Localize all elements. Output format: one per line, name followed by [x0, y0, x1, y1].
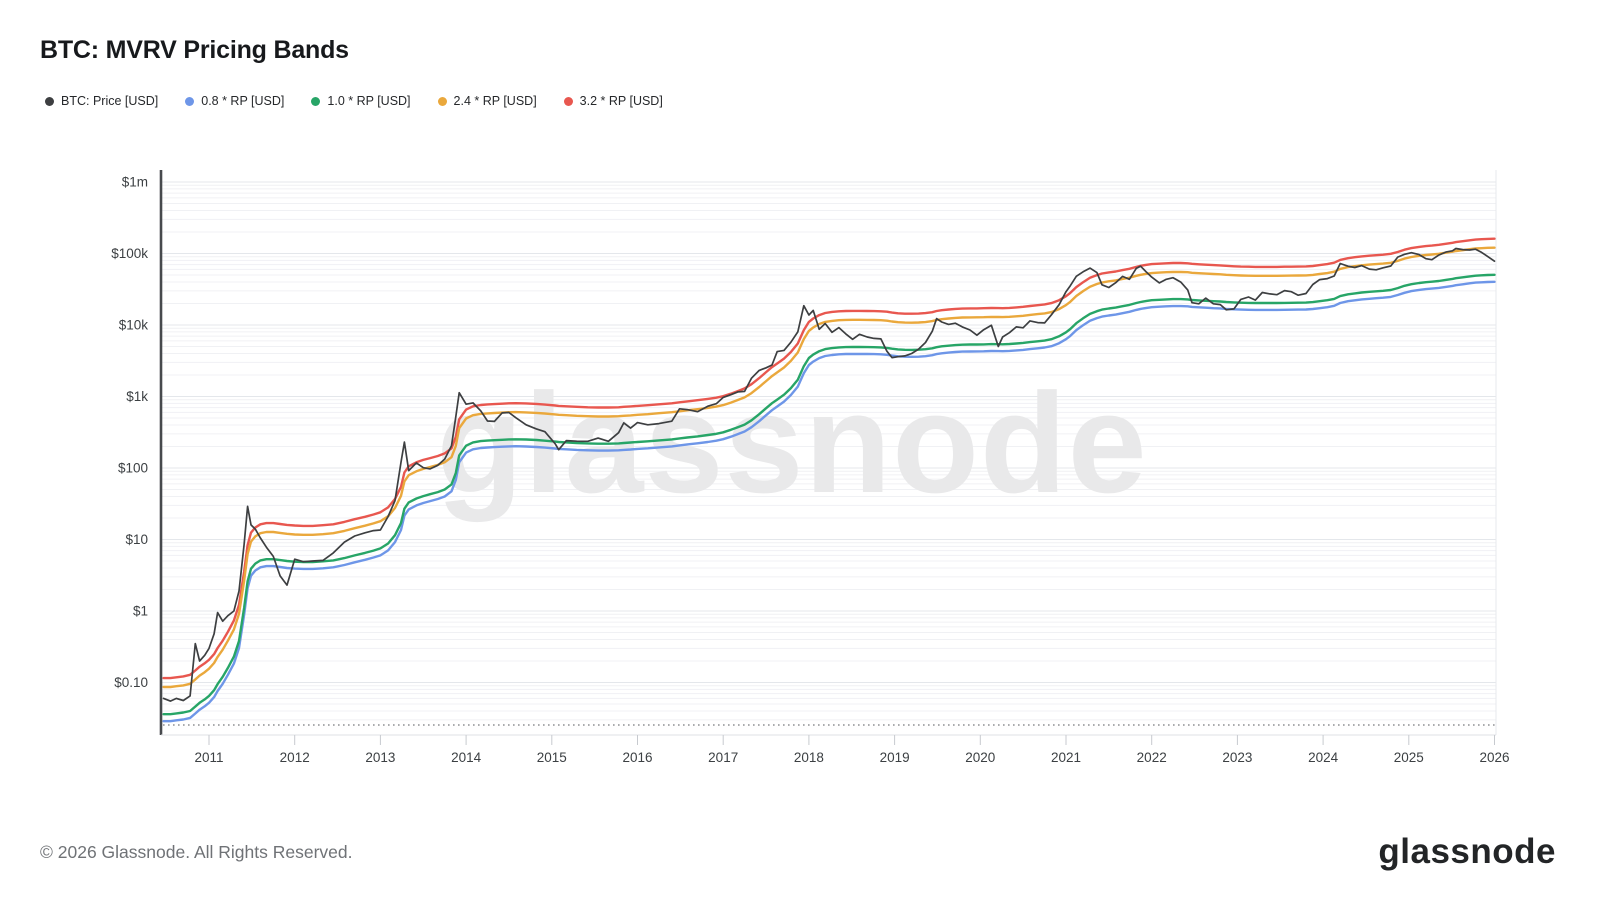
series-line-rp-3-2 — [162, 237, 1496, 680]
chart-legend: BTC: Price [USD] 0.8 * RP [USD] 1.0 * RP [… — [45, 94, 663, 108]
y-tick-label: $10 — [125, 532, 148, 547]
y-tick-label: $0.10 — [114, 675, 148, 690]
x-tick-label: 2019 — [880, 750, 910, 765]
x-tick-label: 2021 — [1051, 750, 1081, 765]
legend-label: 2.4 * RP [USD] — [453, 94, 537, 108]
y-tick-label: $1k — [126, 389, 148, 404]
y-tick-label: $100k — [111, 246, 148, 261]
series-lines[interactable] — [162, 237, 1496, 723]
legend-dot-rp-3-2 — [563, 96, 573, 106]
y-tick-label: $1m — [122, 175, 148, 190]
legend-label: BTC: Price [USD] — [61, 94, 159, 108]
series-line-rp-2-4 — [162, 246, 1496, 689]
x-tick-label: 2023 — [1222, 750, 1252, 765]
footer-copyright: © 2026 Glassnode. All Rights Reserved. — [40, 842, 353, 862]
series-line-price — [162, 247, 1496, 702]
legend-item-rp-0-8[interactable]: 0.8 * RP [USD] — [185, 94, 284, 108]
gridlines — [161, 181, 1496, 721]
legend-label: 1.0 * RP [USD] — [327, 94, 411, 108]
x-axis-labels: 2011 2012 2013 2014 2015 2016 2017 2018 2019 2020… — [194, 735, 1510, 765]
x-tick-label: 2011 — [194, 750, 223, 765]
legend-dot-rp-2-4 — [437, 96, 447, 106]
x-tick-label: 2015 — [537, 750, 567, 765]
x-tick-label: 2013 — [365, 750, 395, 765]
legend-dot-price — [45, 96, 54, 106]
x-tick-label: 2012 — [280, 750, 310, 765]
x-tick-label: 2018 — [794, 750, 824, 765]
legend-item-rp-2-4[interactable]: 2.4 * RP [USD] — [437, 94, 537, 108]
x-tick-label: 2026 — [1479, 750, 1509, 765]
legend-dot-rp-1-0 — [311, 96, 321, 106]
series-line-rp-0-8 — [162, 280, 1496, 723]
x-tick-label: 2022 — [1137, 750, 1167, 765]
y-tick-label: $100 — [118, 461, 148, 476]
x-tick-label: 2025 — [1394, 750, 1424, 765]
y-tick-label: $10k — [119, 318, 149, 333]
x-tick-label: 2014 — [451, 750, 482, 765]
legend-item-price[interactable]: BTC: Price [USD] — [45, 94, 158, 108]
y-tick-label: $1 — [133, 604, 148, 619]
x-tick-label: 2024 — [1308, 750, 1339, 765]
glassnode-logo: glassnode — [1378, 832, 1556, 871]
x-tick-label: 2016 — [622, 750, 652, 765]
legend-item-rp-3-2[interactable]: 3.2 * RP [USD] — [563, 94, 663, 108]
legend-item-rp-1-0[interactable]: 1.0 * RP [USD] — [311, 94, 411, 108]
x-tick-label: 2017 — [708, 750, 738, 765]
x-tick-label: 2020 — [965, 750, 995, 765]
legend-label: 3.2 * RP [USD] — [579, 94, 663, 108]
page-title: BTC: MVRV Pricing Bands — [40, 36, 349, 64]
series-line-rp-1-0 — [162, 273, 1496, 716]
y-axis-labels: $1m $100k $10k $1k $100 $10 $1 $0.10 — [111, 175, 148, 691]
legend-label: 0.8 * RP [USD] — [201, 94, 285, 108]
legend-dot-rp-0-8 — [185, 96, 195, 106]
